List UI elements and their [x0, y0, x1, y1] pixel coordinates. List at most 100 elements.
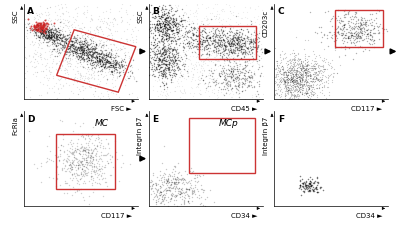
- Point: [158, 70, 164, 74]
- Point: [156, 78, 162, 82]
- Point: [86, 77, 92, 81]
- Point: [62, 41, 69, 45]
- Point: [28, 25, 34, 29]
- Point: [96, 168, 102, 171]
- Point: [52, 34, 59, 37]
- Point: [245, 84, 251, 88]
- Point: [248, 49, 254, 53]
- Point: [73, 149, 80, 153]
- Point: [62, 52, 68, 56]
- Point: [41, 29, 48, 33]
- Point: [246, 85, 252, 88]
- Point: [336, 56, 343, 59]
- Point: [297, 186, 303, 189]
- Point: [160, 48, 167, 52]
- Point: [325, 79, 332, 83]
- Point: [233, 39, 240, 42]
- Point: [356, 40, 362, 44]
- Point: [311, 67, 318, 71]
- Point: [163, 90, 169, 94]
- Point: [98, 167, 105, 170]
- Point: [162, 48, 168, 51]
- Point: [223, 52, 230, 55]
- Point: [120, 65, 126, 69]
- Point: [256, 26, 263, 30]
- Point: [150, 88, 156, 92]
- Point: [170, 37, 177, 41]
- Point: [70, 54, 76, 57]
- Point: [36, 54, 43, 58]
- Point: [221, 44, 227, 47]
- Point: [285, 79, 292, 82]
- Point: [361, 23, 367, 26]
- Point: [308, 67, 315, 71]
- Point: [192, 179, 198, 183]
- Point: [232, 62, 238, 66]
- Point: [314, 180, 320, 184]
- Point: [335, 15, 342, 18]
- Point: [291, 94, 298, 98]
- Point: [170, 21, 176, 25]
- Point: [213, 80, 219, 84]
- Point: [234, 39, 241, 43]
- Point: [211, 92, 217, 95]
- Point: [220, 46, 226, 49]
- Point: [77, 89, 84, 93]
- Point: [41, 33, 47, 37]
- Point: [102, 82, 109, 86]
- Point: [161, 192, 167, 196]
- Point: [48, 31, 54, 35]
- Point: [68, 90, 75, 93]
- Point: [195, 53, 201, 56]
- Point: [52, 36, 59, 40]
- Point: [146, 34, 152, 38]
- Point: [199, 65, 206, 69]
- Point: [152, 182, 159, 185]
- Point: [37, 27, 43, 31]
- Point: [255, 37, 261, 40]
- Point: [64, 47, 71, 51]
- Point: [291, 94, 298, 98]
- Point: [321, 81, 327, 85]
- Point: [251, 86, 258, 89]
- Point: [79, 22, 85, 26]
- Point: [58, 44, 65, 47]
- Point: [250, 79, 256, 82]
- Point: [252, 39, 258, 43]
- Point: [174, 66, 181, 69]
- Point: [166, 52, 172, 55]
- Point: [293, 69, 299, 72]
- Point: [158, 53, 164, 57]
- Point: [235, 23, 241, 27]
- Point: [296, 76, 302, 79]
- Point: [81, 54, 88, 57]
- Point: [175, 188, 181, 191]
- Point: [177, 19, 184, 23]
- Point: [34, 166, 40, 170]
- Point: [300, 65, 306, 69]
- Point: [193, 65, 200, 69]
- Point: [203, 74, 209, 78]
- Point: [220, 35, 227, 38]
- Point: [316, 67, 322, 71]
- Point: [108, 173, 115, 177]
- Point: [96, 167, 103, 171]
- Point: [197, 38, 204, 42]
- Point: [234, 35, 240, 39]
- Point: [69, 32, 75, 35]
- Point: [92, 48, 98, 52]
- Point: [90, 171, 97, 174]
- Point: [92, 51, 98, 55]
- Point: [67, 167, 73, 170]
- Point: [171, 18, 177, 22]
- Point: [89, 49, 96, 52]
- Point: [276, 94, 282, 97]
- Point: [226, 80, 233, 84]
- Point: [92, 51, 98, 54]
- Point: [88, 55, 94, 59]
- Point: [92, 165, 99, 169]
- Point: [168, 197, 174, 200]
- Point: [164, 176, 171, 180]
- Point: [258, 57, 264, 60]
- Point: [289, 79, 296, 83]
